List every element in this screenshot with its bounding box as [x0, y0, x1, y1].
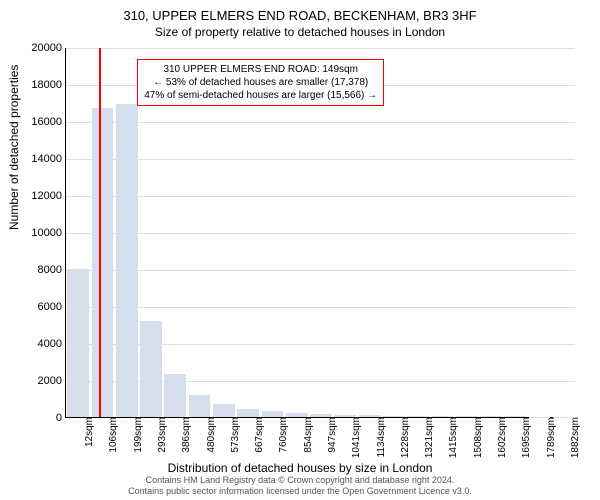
gridline	[66, 233, 575, 234]
copyright-text: Contains HM Land Registry data © Crown c…	[0, 475, 600, 497]
x-axis-label: Distribution of detached houses by size …	[0, 461, 600, 475]
xtick-label: 1695sqm	[519, 417, 532, 458]
bar	[334, 415, 356, 417]
ytick-label: 0	[56, 412, 66, 424]
chart-title-main: 310, UPPER ELMERS END ROAD, BECKENHAM, B…	[0, 0, 600, 23]
xtick-label: 1415sqm	[446, 417, 459, 458]
bar	[140, 321, 162, 417]
bar	[432, 416, 454, 417]
xtick-label: 1882sqm	[568, 417, 581, 458]
bar	[237, 409, 259, 417]
xtick-label: 386sqm	[179, 417, 192, 453]
copyright-line-1: Contains HM Land Registry data © Crown c…	[0, 475, 600, 486]
bar	[383, 416, 405, 417]
chart-title-sub: Size of property relative to detached ho…	[0, 23, 600, 39]
gridline	[66, 307, 575, 308]
ytick-label: 16000	[31, 116, 66, 128]
xtick-label: 106sqm	[106, 417, 119, 453]
info-line-1: 310 UPPER ELMERS END ROAD: 149sqm	[144, 63, 377, 76]
bar	[92, 108, 114, 417]
bar	[286, 413, 308, 417]
xtick-label: 480sqm	[204, 417, 217, 453]
xtick-label: 573sqm	[228, 417, 241, 453]
xtick-label: 667sqm	[252, 417, 265, 453]
gridline	[66, 196, 575, 197]
xtick-label: 1789sqm	[544, 417, 557, 458]
y-axis-label: Number of detached properties	[7, 65, 21, 230]
bar	[480, 416, 502, 417]
xtick-label: 1134sqm	[374, 417, 387, 457]
bar	[359, 415, 381, 417]
info-line-2: ← 53% of detached houses are smaller (17…	[144, 76, 377, 89]
xtick-label: 1041sqm	[349, 417, 362, 458]
ytick-label: 2000	[38, 375, 66, 387]
bar	[407, 416, 429, 417]
xtick-label: 199sqm	[131, 417, 144, 453]
plot-area: 310 UPPER ELMERS END ROAD: 149sqm ← 53% …	[65, 48, 575, 418]
xtick-label: 947sqm	[325, 417, 338, 453]
xtick-label: 1321sqm	[422, 417, 435, 458]
bar	[310, 414, 332, 417]
bar	[189, 395, 211, 417]
bar	[456, 416, 478, 417]
copyright-line-2: Contains public sector information licen…	[0, 486, 600, 497]
xtick-label: 293sqm	[155, 417, 168, 453]
chart-container: 310, UPPER ELMERS END ROAD, BECKENHAM, B…	[0, 0, 600, 500]
ytick-label: 6000	[38, 301, 66, 313]
info-line-3: 47% of semi-detached houses are larger (…	[144, 89, 377, 102]
ytick-label: 18000	[31, 79, 66, 91]
ytick-label: 20000	[31, 42, 66, 54]
xtick-label: 1228sqm	[398, 417, 411, 458]
marker-line	[99, 48, 101, 417]
gridline	[66, 48, 575, 49]
ytick-label: 14000	[31, 153, 66, 165]
ytick-label: 8000	[38, 264, 66, 276]
bar	[504, 416, 526, 417]
ytick-label: 4000	[38, 338, 66, 350]
bar	[213, 404, 235, 417]
bar	[262, 411, 284, 417]
xtick-label: 760sqm	[276, 417, 289, 453]
bar	[67, 269, 89, 417]
ytick-label: 10000	[31, 227, 66, 239]
gridline	[66, 122, 575, 123]
xtick-label: 854sqm	[301, 417, 314, 453]
info-box: 310 UPPER ELMERS END ROAD: 149sqm ← 53% …	[137, 59, 384, 106]
xtick-label: 1508sqm	[471, 417, 484, 458]
bar	[164, 374, 186, 417]
ytick-label: 12000	[31, 190, 66, 202]
gridline	[66, 159, 575, 160]
xtick-label: 12sqm	[82, 417, 95, 447]
bar	[116, 104, 138, 417]
gridline	[66, 270, 575, 271]
xtick-label: 1602sqm	[495, 417, 508, 458]
